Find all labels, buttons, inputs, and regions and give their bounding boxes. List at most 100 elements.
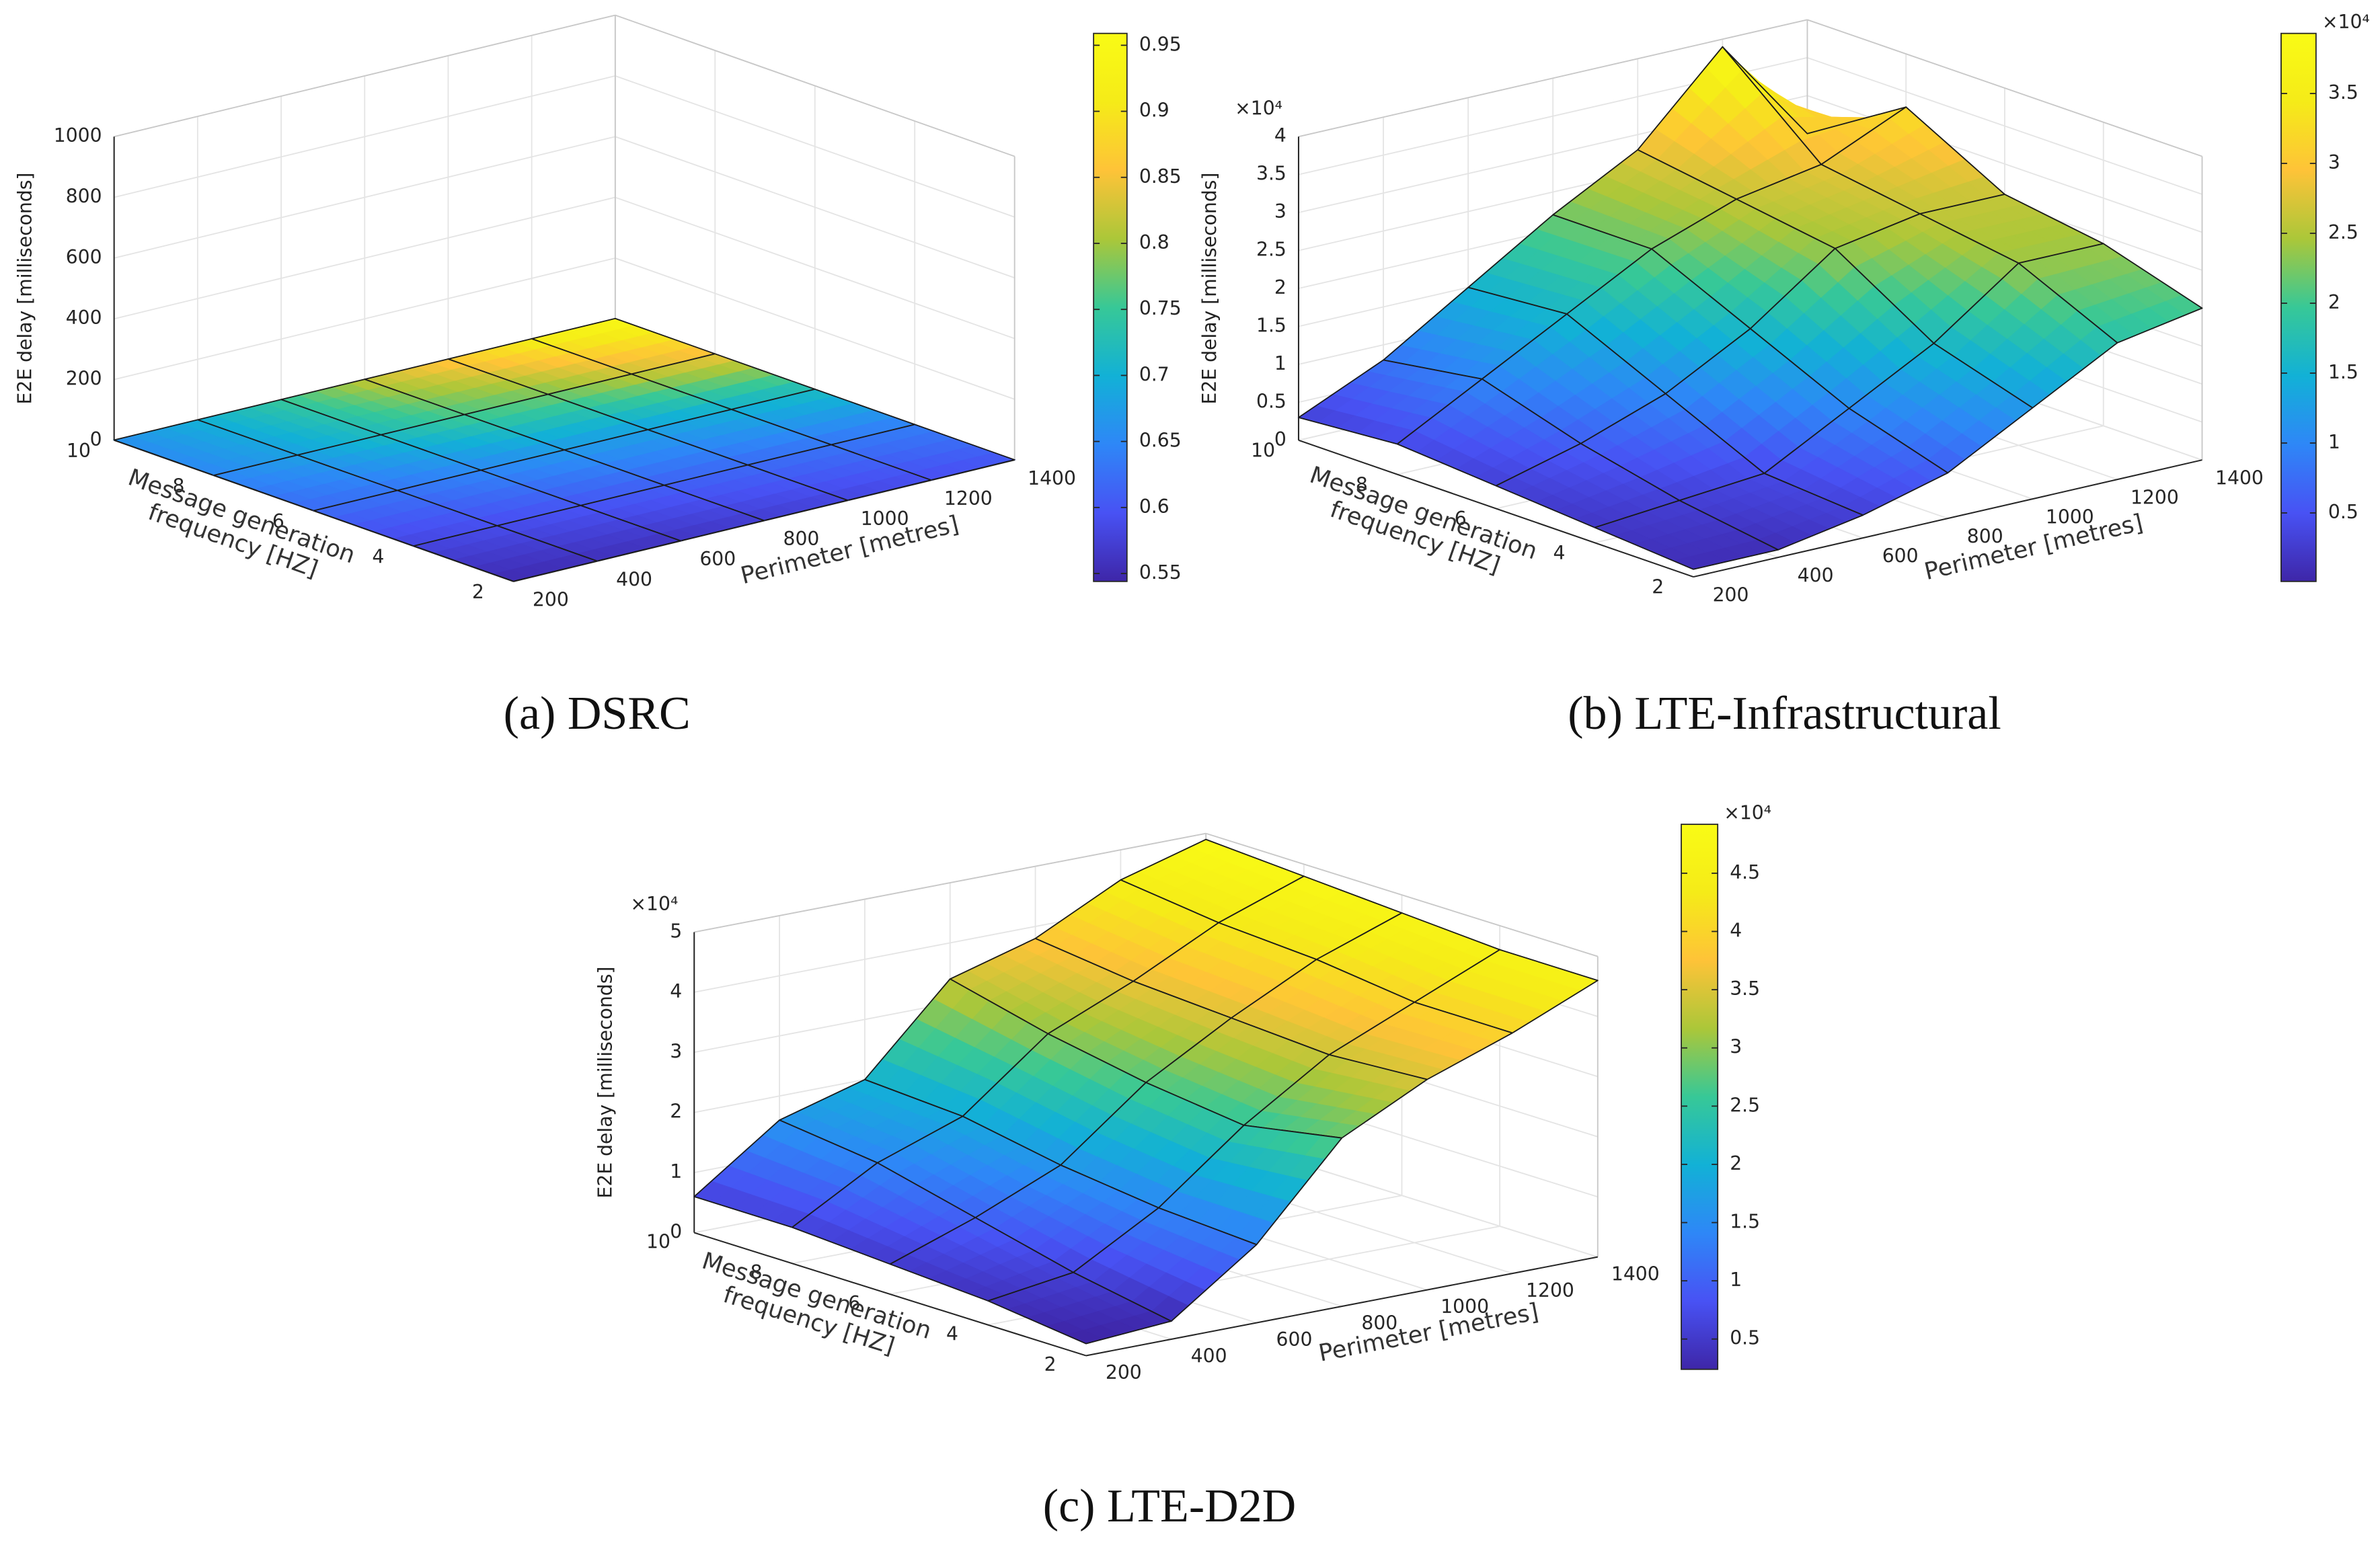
- z-tick-label: 0: [670, 1221, 682, 1243]
- grid-line: [114, 257, 616, 381]
- surface-cell: [413, 525, 598, 582]
- colorbar-tick-label: 0.65: [1139, 430, 1182, 452]
- x-tick-label: 1400: [1611, 1263, 1660, 1285]
- colorbar-tick-label: 3.5: [1730, 978, 1760, 1000]
- colorbar-tick-label: 0.6: [1139, 495, 1169, 518]
- x-tick-label: 400: [1191, 1345, 1227, 1367]
- colorbar-tick-label: 1.5: [1730, 1211, 1760, 1233]
- z-tick-label: 2: [1274, 276, 1287, 298]
- y-tick-label: 10: [646, 1230, 670, 1252]
- caption: (a) DSRC: [504, 688, 691, 740]
- x-tick-label: 1000: [861, 508, 909, 530]
- y-tick-label: 4: [946, 1323, 958, 1345]
- x-tick-label: 1400: [2215, 467, 2264, 489]
- colorbar-tick-label: 0.85: [1139, 165, 1182, 188]
- x-tick-label: 800: [1967, 525, 2003, 547]
- z-tick-label: 800: [66, 186, 102, 208]
- colorbar-exponent: ×10⁴: [1724, 801, 1771, 824]
- box-edge: [694, 832, 1206, 933]
- surface-cell: [987, 1271, 1172, 1345]
- colorbar-tick-label: 0.7: [1139, 363, 1169, 385]
- grid-line: [615, 257, 1015, 400]
- colorbar-tick-label: 0.75: [1139, 297, 1182, 319]
- z-tick-label: 3.5: [1256, 163, 1287, 185]
- x-tick-label: 600: [699, 548, 736, 570]
- z-exponent: ×10⁴: [630, 893, 678, 915]
- colorbar-tick-label: 0.55: [1139, 561, 1182, 584]
- x-tick-label: 800: [1361, 1312, 1397, 1335]
- y-tick-label: 4: [372, 546, 384, 568]
- z-tick-label: 1.5: [1256, 314, 1287, 336]
- grid-line: [615, 75, 1015, 218]
- surface-cell: [1594, 500, 1779, 570]
- grid-line: [114, 75, 616, 198]
- box-edge: [1205, 832, 1599, 957]
- surface-chart: 200 400 600 800 1000 1200 1400 2 4 6 8 100 200 400 600…: [14, 14, 1182, 740]
- surface-chart: 200 400 600 800 1000 1200 1400 2 4 6 8 100 0.5 1 1.5 2 2…: [1198, 11, 2370, 740]
- x-tick-label: 1200: [2131, 486, 2179, 508]
- box-edge: [615, 14, 1015, 157]
- x-tick-label: 1400: [1028, 467, 1076, 489]
- x-tick-label: 600: [1882, 545, 1919, 567]
- z-tick-label: 0: [90, 428, 102, 450]
- colorbar-tick-label: 0.95: [1139, 33, 1182, 55]
- z-tick-label: 600: [66, 246, 102, 268]
- colorbar-tick-label: 0.8: [1139, 231, 1169, 253]
- x-tick-label: 600: [1276, 1328, 1313, 1351]
- x-tick-label: 400: [1798, 564, 1834, 586]
- x-tick-label: 200: [533, 588, 569, 610]
- z-tick-label: 3: [1274, 200, 1287, 223]
- colorbar-tick-label: 2: [2328, 291, 2340, 313]
- z-tick-label: 3: [670, 1040, 682, 1062]
- z-tick-label: 1: [670, 1160, 682, 1183]
- y-axis: [1298, 439, 1694, 578]
- y-tick-label: 8: [172, 475, 184, 497]
- box-edge: [1298, 19, 1808, 138]
- colorbar-tick-label: 3: [2328, 151, 2340, 173]
- colorbar-tick-label: 2.5: [1730, 1094, 1760, 1116]
- x-tick-label: 1200: [1526, 1279, 1574, 1302]
- colorbar-tick-label: 3.5: [2328, 81, 2358, 104]
- z-tick-label: 0: [1274, 428, 1287, 450]
- caption: (b) LTE-Infrastructural: [1568, 688, 2001, 740]
- x-tick-label: 200: [1713, 584, 1749, 606]
- z-tick-label: 1000: [54, 124, 102, 147]
- colorbar: [1093, 32, 1128, 582]
- box-edge: [114, 14, 616, 138]
- grid-line: [615, 196, 1015, 340]
- z-exponent: ×10⁴: [1235, 97, 1282, 120]
- y-tick-label: 2: [1652, 576, 1664, 598]
- z-tick-label: 4: [1274, 124, 1287, 147]
- colorbar-exponent: ×10⁴: [2322, 11, 2370, 33]
- colorbar-tick-label: 1.5: [2328, 361, 2358, 383]
- colorbar: [1681, 824, 1719, 1370]
- grid-line: [114, 136, 616, 259]
- y-tick-label: 10: [1251, 439, 1275, 461]
- colorbar-tick-label: 3: [1730, 1036, 1742, 1058]
- z-axis-label: E2E delay [milliseconds]: [594, 967, 616, 1199]
- y-tick-label: 8: [751, 1261, 763, 1283]
- z-tick-label: 4: [670, 980, 682, 1002]
- y-tick-label: 2: [472, 581, 484, 603]
- x-axis: [1085, 1256, 1598, 1357]
- x-tick-label: 1000: [2046, 506, 2094, 528]
- caption: (c) LTE-D2D: [1043, 1480, 1296, 1532]
- x-tick-label: 800: [783, 528, 820, 550]
- z-tick-label: 400: [66, 307, 102, 329]
- colorbar-tick-label: 4: [1730, 919, 1742, 941]
- colorbar-tick-label: 1: [1730, 1269, 1742, 1291]
- y-tick-label: 6: [272, 510, 284, 532]
- z-tick-label: 2: [670, 1101, 682, 1123]
- colorbar-tick-label: 1: [2328, 431, 2340, 453]
- z-tick-label: 1: [1274, 352, 1287, 374]
- x-axis: [1693, 459, 2202, 578]
- x-tick-label: 200: [1106, 1361, 1142, 1384]
- z-tick-label: 5: [670, 920, 682, 942]
- y-tick-label: 10: [67, 440, 91, 462]
- x-tick-label: 1000: [1441, 1296, 1489, 1318]
- colorbar-tick-label: 2: [1730, 1152, 1742, 1174]
- y-tick-label: 6: [1455, 508, 1467, 530]
- grid-line: [114, 196, 616, 320]
